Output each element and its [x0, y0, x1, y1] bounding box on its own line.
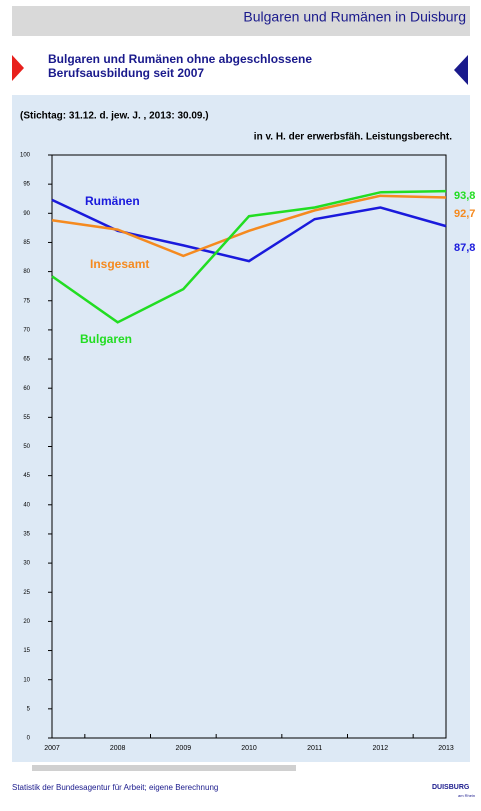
- y-tick-label: 55: [23, 415, 30, 421]
- y-tick-label: 10: [23, 677, 30, 683]
- logo-sub: am Rhein: [458, 793, 475, 798]
- x-tick-label: 2009: [176, 745, 192, 752]
- series-line: [51, 189, 447, 324]
- x-tick-label: 2007: [44, 745, 60, 752]
- y-tick-label: 25: [23, 590, 30, 596]
- y-tick-label: 45: [23, 473, 30, 479]
- blue-triangle: [454, 55, 468, 85]
- y-tick-label: 35: [23, 532, 30, 538]
- y-tick-label: 70: [23, 327, 30, 333]
- y-tick-label: 0: [27, 736, 31, 742]
- y-tick-label: 100: [20, 153, 31, 159]
- subtitle: Berufsausbildung seit 2007: [48, 66, 204, 80]
- y-tick-label: 95: [23, 182, 30, 188]
- logo: DUISBURG: [432, 784, 470, 791]
- x-tick-label: 2013: [438, 745, 454, 752]
- value-label: 92,7: [454, 208, 475, 220]
- plot-area: [51, 154, 447, 739]
- y-tick-label: 90: [23, 211, 30, 217]
- y-tick-label: 65: [23, 357, 30, 363]
- y-tick-label: 30: [23, 561, 30, 567]
- plot: 0 5 10 15 20 25 30 35 40 45 50 55 60 65 70 75 80 85 90 95 10…: [20, 153, 475, 752]
- y-tick-label: 50: [23, 444, 30, 450]
- series-label: Insgesamt: [90, 257, 149, 271]
- y-tick-label: 5: [27, 706, 31, 712]
- y-tick-label: 40: [23, 502, 30, 508]
- y-tick-label: 75: [23, 298, 30, 304]
- value-label: 93,8: [454, 190, 475, 202]
- source: Statistik der Bundesagentur für Arbeit; …: [12, 783, 218, 792]
- note: (Stichtag: 31.12. d. jew. J. , 2013: 30.…: [20, 111, 209, 122]
- series-line: [51, 194, 447, 258]
- y-tick-label: 85: [23, 240, 30, 246]
- x-tick-label: 2012: [373, 745, 389, 752]
- y-tick-label: 80: [23, 269, 30, 275]
- y-tick-label: 60: [23, 386, 30, 392]
- scroll-bar: [32, 765, 296, 771]
- subtitle: Bulgaren und Rumänen ohne abgeschlossene: [48, 52, 312, 66]
- x-tick-label: 2008: [110, 745, 126, 752]
- x-tick-label: 2011: [307, 745, 322, 752]
- page-title: Bulgaren und Rumänen in Duisburg: [243, 9, 466, 25]
- y-tick-label: 20: [23, 619, 30, 625]
- y-tick-label: 15: [23, 648, 30, 654]
- header-bar: [12, 6, 470, 36]
- series-label: Rumänen: [85, 194, 140, 208]
- red-triangle: [12, 55, 24, 81]
- value-label: 87,8: [454, 242, 475, 254]
- series-label: Bulgaren: [80, 332, 132, 346]
- x-tick-label: 2010: [241, 745, 257, 752]
- y-axis-label: in v. H. der erwerbsfäh. Leistungsberech…: [254, 132, 452, 143]
